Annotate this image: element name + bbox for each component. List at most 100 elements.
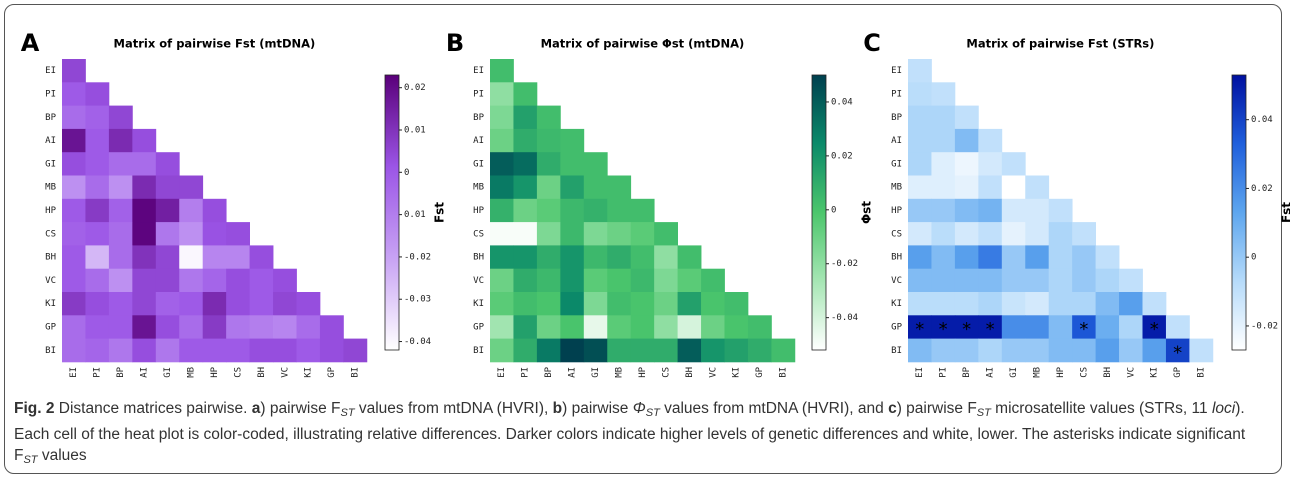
y-tick-label: BP [45,113,56,123]
x-tick-label: HP [1056,366,1066,377]
heatmap-cell [202,268,227,293]
heatmap-cell [630,222,655,246]
heatmap-cell [490,268,514,293]
panel-label: C [863,29,881,57]
heatmap-cell [155,292,180,316]
heatmap-cell [1048,268,1073,293]
heatmap-cell [931,315,956,339]
heatmap-cell [701,315,725,339]
heatmap-cell [954,198,979,223]
y-tick-label: CS [45,229,56,239]
heatmap-cell [1001,268,1026,293]
heatmap-cell [1119,338,1143,363]
heatmap-cell [226,292,250,316]
heatmap-cell [85,152,110,176]
heatmap-cell [249,292,274,316]
heatmap-cell [1025,292,1050,316]
colorbar-tick-label: 0 [831,205,836,215]
heatmap-cell [630,292,655,316]
colorbar-tick-label: 0.01 [404,210,426,220]
heatmap-cell [1025,222,1050,246]
heatmap-cell [513,82,538,106]
heatmap-cell [513,152,538,176]
heatmap-cell [62,59,86,83]
heatmap-cell [931,152,956,176]
y-tick-label: GP [45,322,56,332]
heatmap-cell [179,245,204,270]
y-tick-label: GP [473,322,484,332]
heatmap-cell [1001,338,1026,363]
y-tick-label: KI [473,299,484,309]
heatmap-cell [654,292,678,316]
heatmap-cell [1025,268,1050,293]
caption-text: values [37,447,87,464]
heatmap-cell [155,315,180,339]
x-tick-label: AI [986,367,996,378]
caption-text: ST [976,407,991,419]
heatmap-cell [954,175,979,200]
heatmap-cell [513,105,538,130]
caption-text: ST [645,407,660,419]
heatmap-cell [62,315,86,339]
heatmap-cell [62,128,86,153]
heatmap-cell [490,82,514,106]
heatmap-cell [1001,315,1026,339]
panel-label: B [446,29,464,57]
y-tick-label: CS [891,229,902,239]
heatmap-cell [179,338,204,363]
heatmap-cell [908,128,932,153]
y-tick-label: EI [473,66,484,76]
heatmap-cell [1048,198,1073,223]
heatmap-cell [536,268,561,293]
heatmap-cell [978,292,1003,316]
heatmap-cell [954,152,979,176]
heatmap-cell [583,198,608,223]
caption-text: values from mtDNA (HVRI), and [659,400,889,417]
heatmap-cell [155,152,180,176]
heatmap-cell [954,268,979,293]
heatmap-cell [931,198,956,223]
heatmap-cell [677,292,702,316]
heatmap-cell [931,175,956,200]
heatmap-cell [1142,315,1167,339]
heatmap-cell [536,292,561,316]
colorbar-tick-label: -0.02 [831,259,858,269]
heatmap-cell [560,152,585,176]
x-tick-label: KI [732,367,742,378]
heatmap-cell [1189,338,1214,363]
y-tick-label: BP [473,113,484,123]
heatmap-cell [108,128,133,153]
heatmap-cell [560,198,585,223]
significance-marker: * [986,319,995,340]
y-tick-label: BH [891,253,902,263]
heatmap-cell [108,292,133,316]
heatmap-cell [179,315,204,339]
x-tick-label: KI [304,367,314,378]
heatmap-cell [677,315,702,339]
heatmap-cell [62,292,86,316]
heatmap-cell [1119,292,1143,316]
x-tick-label: VC [1126,367,1136,378]
heatmap-cell [132,245,157,270]
heatmap-cell [85,222,110,246]
heatmap-cell [62,338,86,363]
y-tick-label: EI [45,66,56,76]
x-tick-label: BP [544,366,554,377]
heatmap-cell [513,175,538,200]
heatmap-cell [747,315,772,339]
heatmap-cell [560,292,585,316]
x-tick-label: PI [521,367,531,378]
chart-title: Matrix of pairwise Fst (STRs) [966,37,1154,51]
heatmap-cell [490,222,514,246]
heatmap-cell [62,245,86,270]
heatmap-cell [583,315,608,339]
heatmap-cell [132,152,157,176]
heatmap-cell [654,315,678,339]
heatmap-cell [908,82,932,106]
colorbar [1231,74,1247,351]
x-tick-label: PI [939,367,949,378]
x-tick-label: MB [1032,367,1042,378]
heatmap-cell [1095,268,1120,293]
heatmap-cell [630,338,655,363]
heatmap-cell [108,245,133,270]
